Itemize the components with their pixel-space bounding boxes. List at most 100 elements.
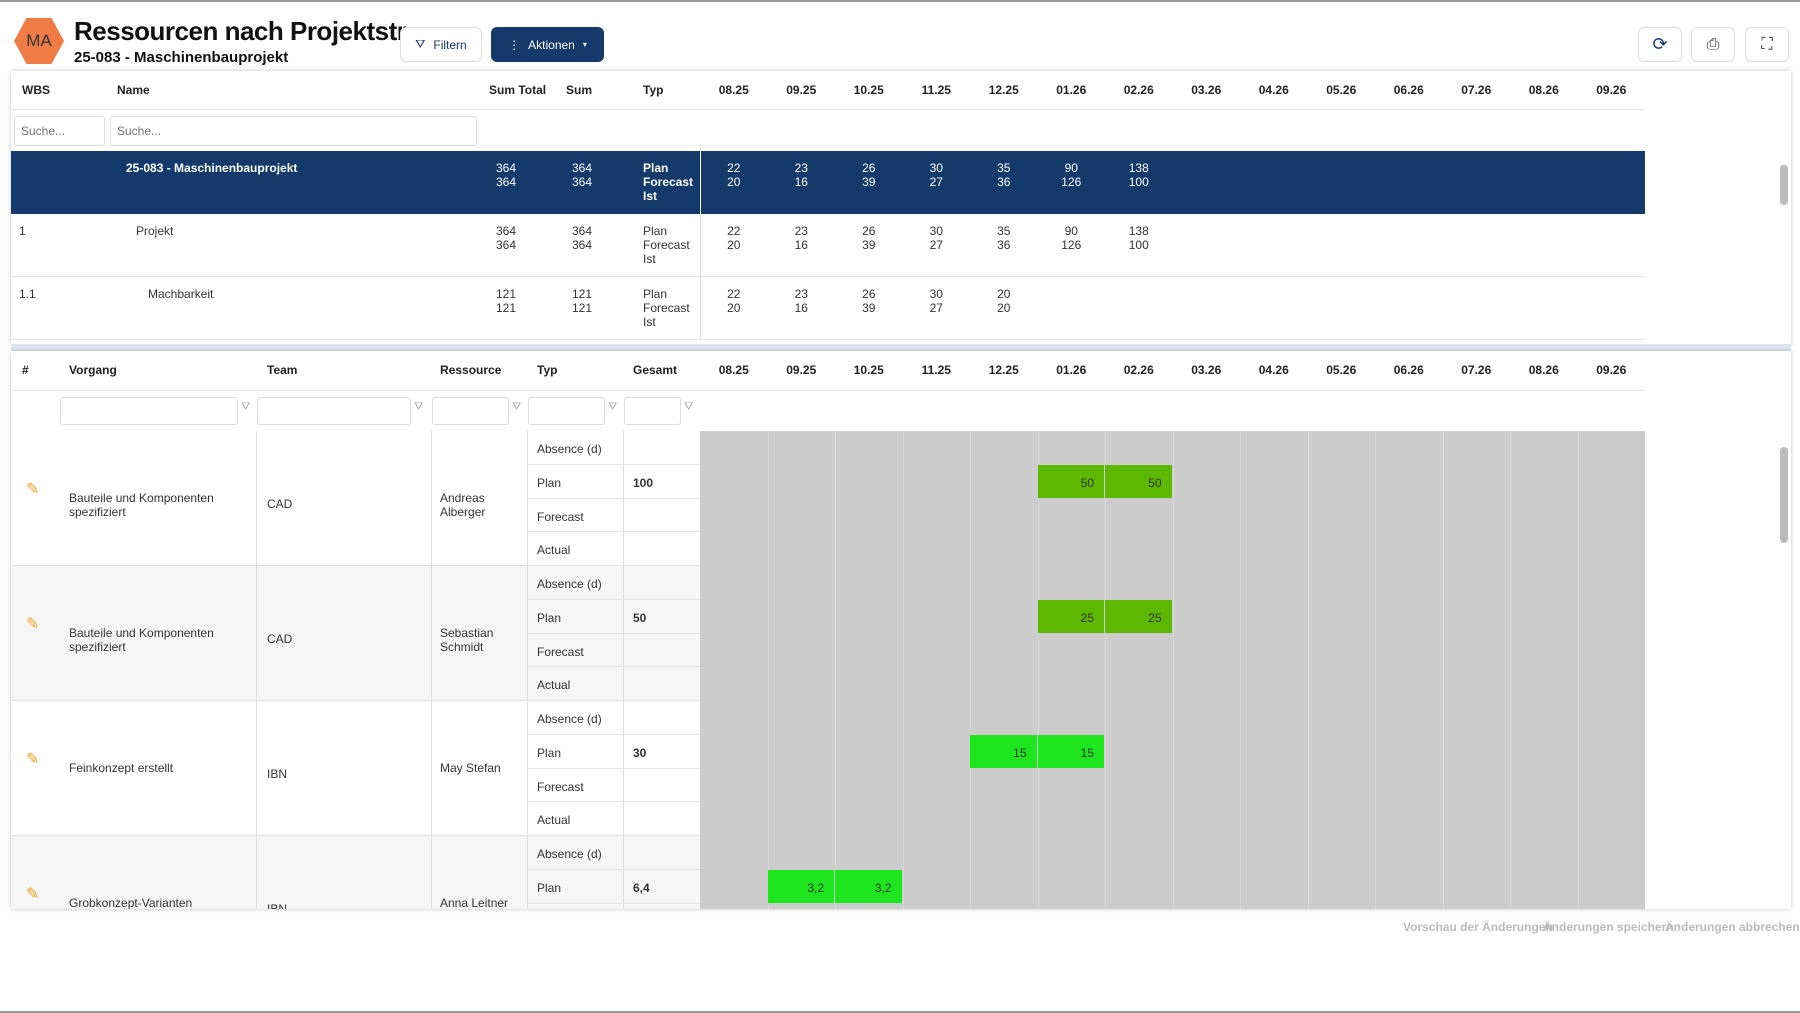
month-header: 12.25: [988, 83, 1019, 97]
type-row-line: [527, 632, 700, 634]
vorgang-cell: Grobkonzept-Varianten erstellt: [69, 895, 193, 910]
edit-icon[interactable]: ✎: [26, 480, 40, 498]
col-ressource: Ressource: [440, 363, 502, 377]
plan-total-cell: 50: [633, 610, 647, 625]
type-cell: Forecast: [537, 644, 584, 659]
wbs-summary-table: WBS Name Sum Total Sum Typ 08.25 09.25 10.…: [11, 71, 1791, 344]
preview-changes-link[interactable]: Vorschau der Änderungen: [1403, 920, 1553, 934]
app-logo: MA: [14, 18, 64, 64]
edit-icon[interactable]: ✎: [26, 615, 40, 633]
type-cell: Plan: [537, 880, 562, 895]
divider: [527, 836, 528, 909]
month-header: 01.26: [1056, 83, 1087, 97]
save-changes-link[interactable]: Änderungen speichern: [1543, 920, 1674, 934]
column-filter-input[interactable]: [528, 397, 605, 425]
filter-icon[interactable]: ⛛: [608, 401, 618, 413]
plan-allocation-cell[interactable]: 25: [1105, 599, 1172, 633]
month-value: 22 20: [727, 161, 741, 189]
bottom-scrollbar[interactable]: [1780, 447, 1788, 543]
plan-allocation-cell[interactable]: 50: [1037, 464, 1104, 498]
typ-cell: Plan Forecast Ist: [643, 161, 694, 203]
plan-allocation-cell[interactable]: 3,2: [767, 869, 834, 903]
month-value: 90 126: [1061, 161, 1082, 189]
month-header: 06.26: [1393, 83, 1424, 97]
resource-group: ✎ Grobkonzept-Varianten erstellt IBN Anna L…: [11, 836, 700, 909]
grid-line: [1037, 431, 1039, 909]
plan-allocation-cell[interactable]: 50: [1105, 464, 1172, 498]
grid-line: [902, 431, 904, 909]
col-team: Team: [267, 363, 298, 377]
type-row-line: [527, 565, 700, 566]
month-header: 09.26: [1596, 363, 1627, 377]
month-value: 30 27: [929, 287, 943, 315]
divider: [431, 566, 432, 701]
type-cell: Plan: [537, 610, 562, 625]
plan-allocation-cell[interactable]: 15: [1037, 734, 1104, 768]
type-row-line: [527, 666, 700, 668]
month-header: 05.26: [1326, 363, 1357, 377]
name-cell: Machbarkeit: [148, 287, 214, 301]
actions-button[interactable]: ⋮ Aktionen ▾: [491, 27, 604, 62]
month-header: 02.26: [1123, 83, 1154, 97]
column-filter-input[interactable]: [257, 397, 411, 425]
vorgang-cell: Bauteile und Komponenten spezifiziert: [69, 490, 214, 519]
month-value: 30 27: [929, 161, 943, 189]
edit-icon[interactable]: ✎: [26, 885, 40, 903]
type-cell: Actual: [537, 543, 571, 558]
table-row[interactable]: 1.1 Machbarkeit 121 121 121 121 Plan Forecas…: [11, 277, 1645, 340]
type-row-line: [527, 700, 700, 701]
month-header: 12.25: [988, 363, 1019, 377]
ressource-cell: Andreas Alberger: [440, 490, 486, 519]
divider: [527, 431, 528, 566]
edit-icon[interactable]: ✎: [26, 750, 40, 768]
wbs-search-input[interactable]: [14, 116, 105, 146]
typ-cell: Plan Forecast Ist: [643, 224, 690, 266]
month-header: 04.26: [1258, 363, 1289, 377]
col-sum-total: Sum Total: [489, 83, 547, 97]
type-cell: Forecast: [537, 779, 584, 794]
grid-line: [1105, 431, 1106, 909]
team-cell: IBN: [267, 766, 288, 781]
filter-button[interactable]: ⛛ Filtern: [400, 27, 482, 62]
plan-allocation-cell[interactable]: 15: [970, 734, 1037, 768]
print-button[interactable]: ⎙: [1691, 27, 1735, 62]
month-header: 08.26: [1528, 83, 1559, 97]
fullscreen-button[interactable]: ⛶: [1745, 27, 1789, 62]
cancel-changes-link[interactable]: Änderungen abbrechen: [1665, 920, 1800, 934]
refresh-button[interactable]: ⟳: [1638, 27, 1682, 62]
grid-line: [1577, 431, 1579, 909]
plan-total-cell: 6,4: [633, 880, 650, 895]
month-header: 10.25: [853, 363, 884, 377]
refresh-icon: ⟳: [1652, 34, 1668, 54]
plan-allocation-cell[interactable]: 3,2: [835, 869, 902, 903]
table-row[interactable]: 1 Projekt 364 364 364 364 Plan Forecast Ist 2…: [11, 214, 1645, 277]
filter-icon[interactable]: ⛛: [512, 401, 522, 413]
page-title: Ressourcen nach Projektstr...: [74, 16, 426, 46]
col-sum: Sum: [566, 83, 593, 97]
top-scrollbar[interactable]: [1780, 165, 1788, 205]
month-value: 35 36: [997, 224, 1011, 252]
type-row-line: [527, 767, 700, 769]
column-filter-input[interactable]: [624, 397, 681, 425]
column-filter-input[interactable]: [432, 397, 509, 425]
month-header: 08.25: [718, 83, 749, 97]
splitter[interactable]: [11, 344, 1791, 351]
name-search-input[interactable]: [110, 116, 477, 146]
col-typ: Typ: [643, 83, 664, 97]
col-wbs: WBS: [22, 83, 50, 97]
resource-group: ✎ Bauteile und Komponenten spezifiziert CA…: [11, 566, 700, 701]
filter-icon[interactable]: ⛛: [684, 401, 694, 413]
column-filter-input[interactable]: [60, 397, 238, 425]
grid-line: [1442, 431, 1444, 909]
grid-line: [767, 431, 769, 909]
month-value: 138 100: [1128, 224, 1149, 252]
type-cell: Absence (d): [537, 577, 602, 591]
plan-allocation-cell[interactable]: 25: [1037, 599, 1104, 633]
month-header: 05.26: [1326, 83, 1357, 97]
type-row-line: [527, 733, 700, 735]
ressource-cell: May Stefan: [440, 760, 501, 775]
filter-icon[interactable]: ⛛: [241, 401, 251, 413]
filter-icon[interactable]: ⛛: [414, 401, 424, 413]
col-name: Name: [117, 83, 150, 97]
table-row[interactable]: 25-083 - Maschinenbauprojekt 364 364 364 3…: [11, 151, 1645, 214]
